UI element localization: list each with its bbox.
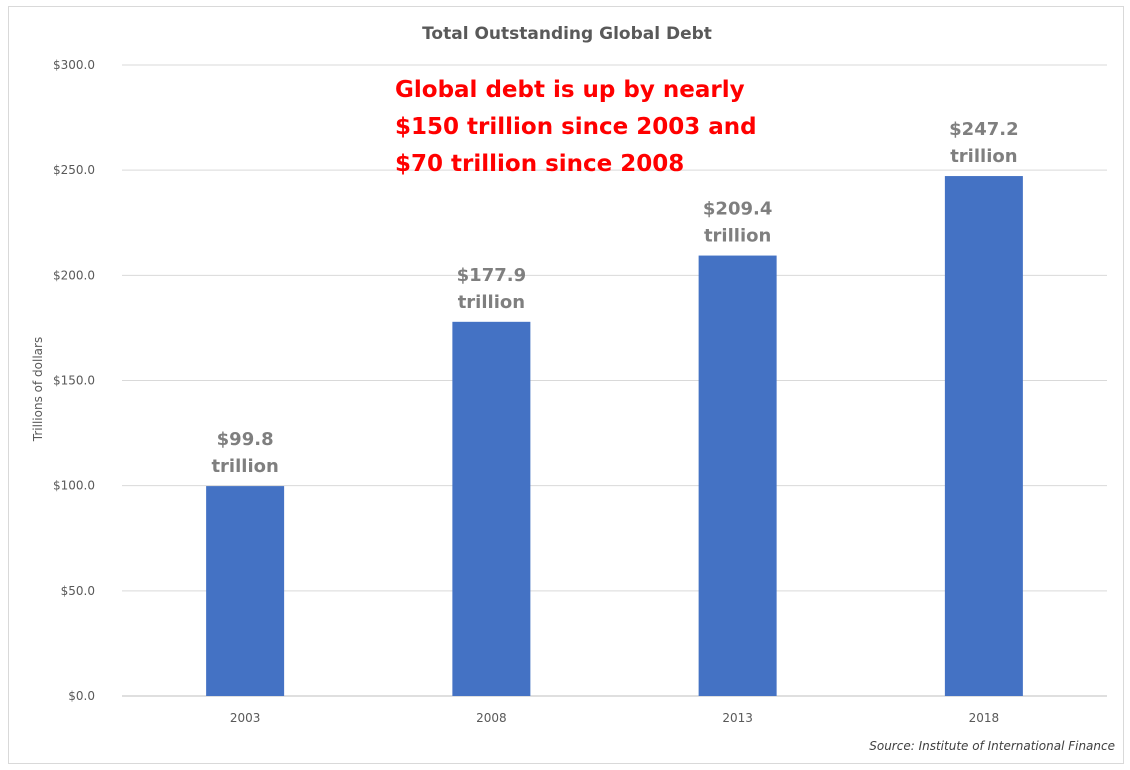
bars (206, 176, 1023, 696)
annotation-line: $150 trillion since 2003 and (395, 114, 757, 140)
bar-2003 (206, 486, 285, 696)
data-label-unit: trillion (458, 292, 525, 313)
data-label-value: $209.4 (703, 199, 772, 220)
x-tick-label: 2003 (230, 711, 261, 725)
y-tick-label: $200.0 (53, 268, 95, 282)
annotation-line: Global debt is up by nearly (395, 77, 745, 103)
bar-2008 (452, 321, 531, 696)
source-note: Source: Institute of International Finan… (869, 739, 1115, 753)
data-labels: $99.8 trillion $177.9 trillion $209.4 trillio… (211, 119, 1018, 477)
data-label-unit: trillion (211, 456, 278, 477)
data-label-unit: trillion (950, 146, 1017, 167)
annotation-line: $70 trillion since 2008 (395, 151, 684, 177)
y-tick-label: $0.0 (68, 689, 95, 703)
annotation: Global debt is up by nearly $150 trillion… (395, 77, 757, 177)
y-axis-ticks: $0.0 $50.0 $100.0 $150.0 $200.0 $250.0 $300.0 (53, 58, 95, 703)
y-tick-label: $300.0 (53, 58, 95, 72)
chart-frame: Total Outstanding Global Debt $0.0 $50.0 $… (8, 6, 1124, 764)
y-axis-label: Trillions of dollars (31, 337, 45, 442)
data-label-unit: trillion (704, 226, 771, 247)
data-label-value: $247.2 (949, 119, 1018, 140)
y-tick-label: $100.0 (53, 479, 95, 493)
chart-title: Total Outstanding Global Debt (422, 24, 712, 44)
x-tick-label: 2008 (476, 711, 507, 725)
gridlines (122, 64, 1107, 697)
x-tick-label: 2013 (722, 711, 753, 725)
bar-2018 (944, 176, 1023, 696)
data-label-value: $99.8 (217, 429, 274, 450)
x-axis-ticks: 2003 2008 2013 2018 (230, 711, 999, 725)
x-tick-label: 2018 (969, 711, 1000, 725)
bar-chart: Total Outstanding Global Debt $0.0$50.0$… (31, 24, 1115, 753)
y-tick-label: $50.0 (61, 584, 95, 598)
data-label-value: $177.9 (457, 265, 526, 286)
y-tick-label: $150.0 (53, 374, 95, 388)
y-tick-label: $250.0 (53, 163, 95, 177)
bar-2013 (698, 255, 777, 696)
